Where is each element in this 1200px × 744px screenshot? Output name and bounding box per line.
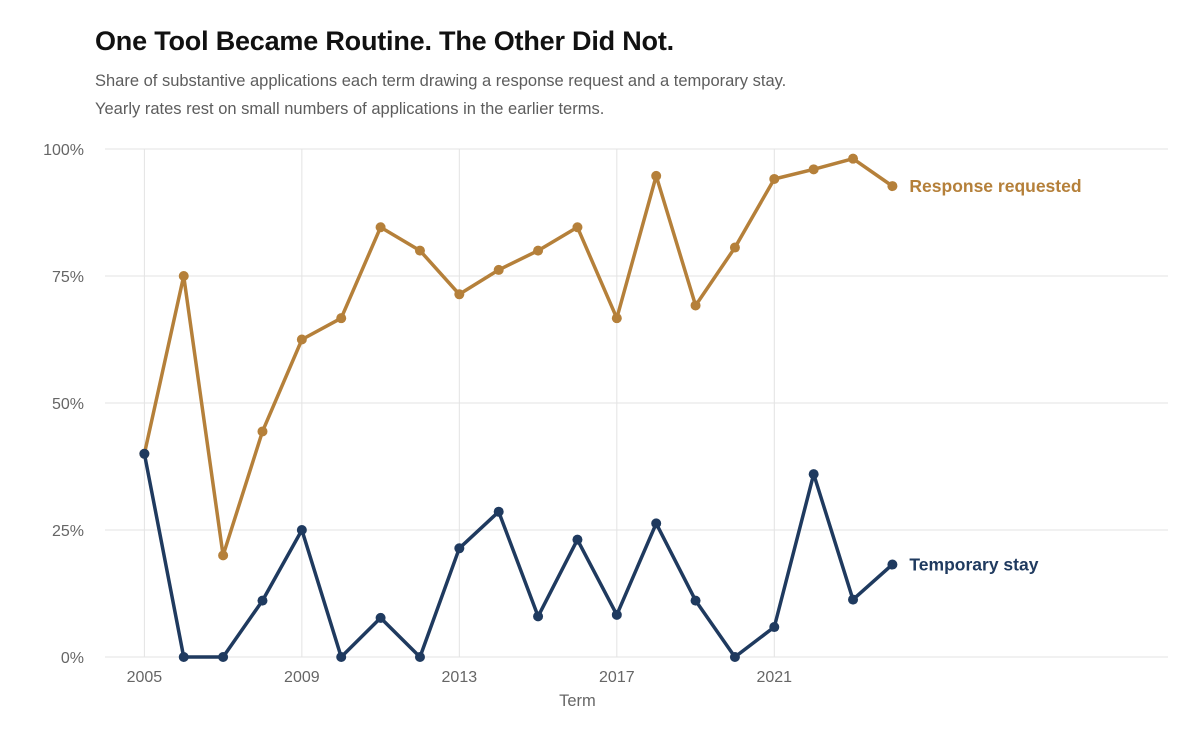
data-point-temporary-stay <box>769 622 780 633</box>
data-point-temporary-stay <box>454 543 465 554</box>
data-point-temporary-stay <box>139 448 150 459</box>
chart-subtitle-line-2: Yearly rates rest on small numbers of ap… <box>95 100 605 118</box>
data-point-temporary-stay <box>296 525 307 535</box>
data-point-temporary-stay <box>572 534 583 545</box>
chart-subtitle-line-1: Share of substantive applications each t… <box>95 72 787 90</box>
y-tick-label: 0% <box>61 650 84 667</box>
data-point-response-requested <box>533 245 544 256</box>
data-point-response-requested <box>690 300 701 311</box>
data-point-response-requested <box>257 426 268 437</box>
data-point-response-requested <box>454 289 465 300</box>
data-point-response-requested <box>336 313 347 324</box>
data-point-temporary-stay <box>848 594 859 605</box>
series-line-temporary-stay <box>142 452 895 659</box>
data-point-response-requested <box>414 245 425 256</box>
x-axis-tick-labels: 2005 2009 2013 2017 2021 <box>127 669 793 686</box>
x-tick-label: 2017 <box>599 669 635 686</box>
chart-title: One Tool Became Routine. The Other Did N… <box>95 26 674 56</box>
data-point-temporary-stay <box>808 469 819 480</box>
y-tick-label: 25% <box>52 523 84 540</box>
series-label-temporary-stay: Temporary stay <box>909 555 1038 575</box>
data-point-temporary-stay <box>493 506 504 517</box>
data-point-temporary-stay <box>887 559 898 570</box>
y-tick-label: 50% <box>52 396 84 413</box>
series-layer: Response requested Temporary stay <box>139 153 1082 662</box>
data-point-temporary-stay <box>651 518 662 529</box>
x-tick-label: 2021 <box>756 669 792 686</box>
series-line-response-requested <box>142 156 895 558</box>
series-label-response-requested: Response requested <box>909 176 1081 196</box>
data-point-response-requested <box>651 170 662 181</box>
x-tick-label: 2013 <box>442 669 478 686</box>
data-point-response-requested <box>729 242 740 253</box>
data-point-response-requested <box>572 222 583 233</box>
data-point-response-requested <box>808 164 819 175</box>
data-point-temporary-stay <box>611 609 622 620</box>
y-tick-label: 75% <box>52 269 84 286</box>
data-point-temporary-stay <box>690 595 701 606</box>
gridlines <box>105 148 1168 658</box>
data-point-temporary-stay <box>375 612 386 623</box>
data-point-temporary-stay <box>257 595 268 606</box>
data-point-temporary-stay <box>178 652 189 662</box>
data-point-response-requested <box>296 334 307 345</box>
data-point-response-requested <box>848 153 859 164</box>
data-point-response-requested <box>218 550 229 561</box>
data-point-temporary-stay <box>533 611 544 622</box>
data-point-temporary-stay <box>218 652 229 662</box>
y-axis-tick-labels: 0% 25% 50% 75% 100% <box>43 142 84 667</box>
y-tick-label: 100% <box>43 142 84 159</box>
data-point-temporary-stay <box>414 652 425 662</box>
x-tick-label: 2009 <box>284 669 320 686</box>
x-axis-label: Term <box>559 692 596 710</box>
data-point-response-requested <box>887 181 898 192</box>
data-point-temporary-stay <box>336 652 347 662</box>
data-point-response-requested <box>375 222 386 233</box>
data-point-response-requested <box>178 271 189 281</box>
x-tick-label: 2005 <box>127 669 163 686</box>
data-point-response-requested <box>611 313 622 324</box>
data-point-response-requested <box>493 264 504 275</box>
data-point-response-requested <box>769 173 780 184</box>
data-point-temporary-stay <box>729 652 740 662</box>
